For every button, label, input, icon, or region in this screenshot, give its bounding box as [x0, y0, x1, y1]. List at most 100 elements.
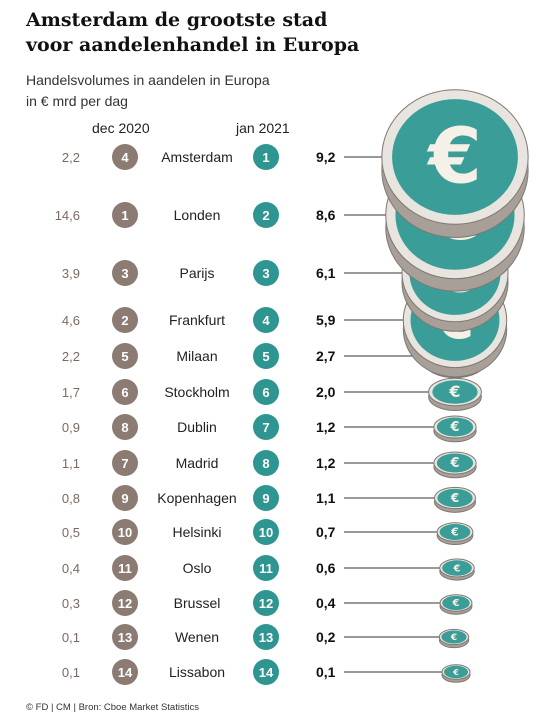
rank-jan-2021: 2	[262, 208, 269, 223]
rank-badge-dec-2020	[112, 379, 138, 405]
value-jan-2021: 8,6	[316, 207, 336, 223]
value-dec-2020: 4,6	[62, 313, 80, 328]
rank-badge-dec-2020	[112, 485, 138, 511]
coin-face	[442, 595, 470, 611]
rank-dec-2020: 11	[118, 561, 132, 576]
table-row: 0,8 9 Kopenhagen 9 1,1	[62, 485, 336, 511]
value-dec-2020: 14,6	[55, 208, 80, 223]
rank-jan-2021: 9	[262, 491, 269, 506]
euro-icon: €	[453, 563, 461, 574]
value-jan-2021: 2,7	[316, 348, 336, 364]
rank-badge-dec-2020	[112, 343, 138, 369]
coin: €	[344, 558, 475, 581]
rank-badge-dec-2020	[112, 414, 138, 440]
rank-badge-jan-2021	[253, 450, 279, 476]
rank-badge-jan-2021	[253, 343, 279, 369]
rank-jan-2021: 14	[259, 665, 274, 680]
coin: €	[344, 522, 474, 546]
value-dec-2020: 2,2	[62, 150, 80, 165]
table-row: 2,2 4 Amsterdam 1 9,2	[62, 144, 336, 170]
rank-dec-2020: 6	[121, 385, 128, 400]
rank-badge-jan-2021	[253, 485, 279, 511]
rank-jan-2021: 12	[259, 596, 273, 611]
rank-dec-2020: 14	[118, 665, 133, 680]
rank-badge-jan-2021	[253, 144, 279, 170]
city-name: Dublin	[177, 419, 217, 435]
rank-badge-dec-2020	[112, 202, 138, 228]
value-jan-2021: 1,1	[316, 490, 336, 506]
city-name: Brussel	[174, 595, 221, 611]
rank-jan-2021: 5	[262, 349, 269, 364]
coin: €	[344, 594, 473, 615]
value-jan-2021: 2,0	[316, 384, 336, 400]
rank-badge-dec-2020	[112, 555, 138, 581]
coin-stack: €€€€€€€€€€€€€€	[344, 89, 529, 683]
city-name: Parijs	[179, 265, 214, 281]
value-dec-2020: 0,9	[62, 420, 80, 435]
value-jan-2021: 1,2	[316, 419, 336, 435]
value-dec-2020: 2,2	[62, 349, 80, 364]
value-jan-2021: 0,7	[316, 524, 336, 540]
rank-badge-jan-2021	[253, 659, 279, 685]
rank-badge-dec-2020	[112, 519, 138, 545]
table-row: 0,1 13 Wenen 13 0,2	[62, 624, 336, 650]
chart-subtitle: Handelsvolumes in aandelen in Europa in …	[26, 70, 270, 112]
rank-badge-dec-2020	[112, 624, 138, 650]
rank-badge-jan-2021	[253, 260, 279, 286]
value-dec-2020: 0,3	[62, 596, 80, 611]
rank-badge-dec-2020	[112, 659, 138, 685]
value-dec-2020: 0,1	[62, 630, 80, 645]
value-jan-2021: 5,9	[316, 312, 336, 328]
euro-icon: €	[450, 633, 457, 643]
table-row: 4,6 2 Frankfurt 4 5,9	[62, 307, 336, 333]
rank-dec-2020: 7	[121, 456, 128, 471]
coin-face	[437, 488, 473, 508]
rank-dec-2020: 12	[118, 596, 132, 611]
table-row: 0,3 12 Brussel 12 0,4	[62, 590, 336, 616]
rank-jan-2021: 11	[259, 561, 273, 576]
value-jan-2021: 9,2	[316, 149, 336, 165]
coin-face	[436, 453, 474, 473]
coin-face	[392, 99, 518, 215]
rank-badge-jan-2021	[253, 379, 279, 405]
value-dec-2020: 0,5	[62, 525, 80, 540]
city-name: Kopenhagen	[157, 490, 236, 506]
coin-face	[442, 560, 472, 576]
subtitle-line-1: Handelsvolumes in aandelen in Europa	[26, 72, 270, 88]
value-dec-2020: 1,7	[62, 385, 80, 400]
rank-jan-2021: 13	[259, 630, 273, 645]
city-name: Helsinki	[172, 524, 221, 540]
coin: €	[344, 415, 477, 443]
city-name: Stockholm	[164, 384, 229, 400]
coin-face	[443, 665, 469, 679]
rank-dec-2020: 1	[121, 208, 128, 223]
rank-dec-2020: 8	[121, 420, 128, 435]
euro-icon: €	[426, 113, 482, 202]
rank-badge-jan-2021	[253, 624, 279, 650]
rank-dec-2020: 10	[118, 525, 132, 540]
rank-badge-dec-2020	[112, 590, 138, 616]
coin: €	[344, 664, 471, 683]
rank-dec-2020: 13	[118, 630, 132, 645]
rank-badge-jan-2021	[253, 519, 279, 545]
table-row: 1,1 7 Madrid 8 1,2	[62, 450, 336, 476]
rank-jan-2021: 4	[262, 313, 270, 328]
rank-jan-2021: 8	[262, 456, 269, 471]
ranking-rows: 2,2 4 Amsterdam 1 9,2 14,6 1 Londen 2 8,6 3,9 3 Pari…	[55, 144, 336, 685]
rank-badge-dec-2020	[112, 450, 138, 476]
rank-badge-dec-2020	[112, 307, 138, 333]
rank-jan-2021: 10	[259, 525, 273, 540]
source-note: © FD | CM | Bron: Cboe Market Statistics	[26, 702, 199, 713]
rank-jan-2021: 7	[262, 420, 269, 435]
table-row: 0,9 8 Dublin 7 1,2	[62, 414, 336, 440]
coin: €	[344, 377, 482, 411]
euro-icon: €	[452, 668, 459, 677]
value-jan-2021: 0,1	[316, 664, 336, 680]
rank-badge-jan-2021	[253, 307, 279, 333]
coin: €	[344, 89, 529, 238]
rank-badge-dec-2020	[112, 144, 138, 170]
rank-badge-jan-2021	[253, 414, 279, 440]
table-row: 0,5 10 Helsinki 10 0,7	[62, 519, 336, 545]
rank-dec-2020: 3	[121, 266, 128, 281]
